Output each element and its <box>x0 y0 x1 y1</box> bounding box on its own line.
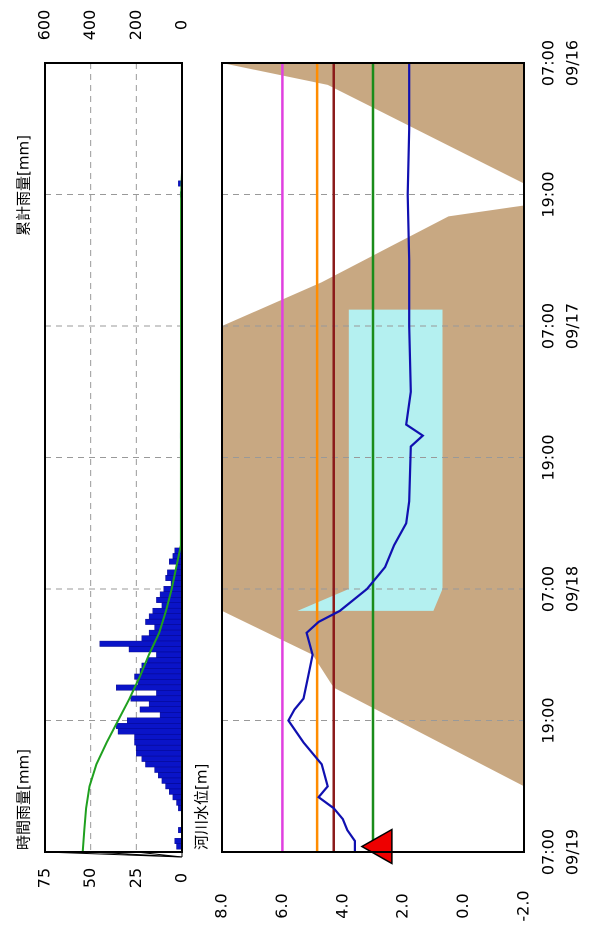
time-tick-label: 07:00 <box>539 829 558 875</box>
rainfall-bar <box>147 657 183 664</box>
rainfall-bar <box>154 766 183 773</box>
rainfall-bar <box>139 668 183 675</box>
rainfall-bar <box>134 739 183 746</box>
rainfall-bar <box>116 723 183 729</box>
rainfall-panel: 75 50 25 0 600 400 200 0 時間雨量[mm] 累計雨量[mm] <box>15 10 191 888</box>
water-level-frame <box>221 62 525 853</box>
water-level-tick-label: 8.0 <box>212 893 231 918</box>
rainfall-bar <box>161 602 183 609</box>
rainfall-bar <box>158 772 183 779</box>
rainfall-bar <box>161 777 183 784</box>
rainfall-right-tick-label: 200 <box>126 10 145 41</box>
date-tick-label: 09/16 <box>563 40 582 86</box>
water-level-tick-label: 6.0 <box>272 893 291 918</box>
time-tick-label: 19:00 <box>539 697 558 743</box>
rainfall-bar <box>148 701 183 708</box>
time-tick-label: 07:00 <box>539 303 558 349</box>
rainfall-bar <box>156 690 183 697</box>
time-tick-label: 19:00 <box>539 171 558 217</box>
rainfall-bar <box>137 679 183 686</box>
rainfall-frame <box>44 62 183 853</box>
rainfall-left-tick-label: 50 <box>80 868 99 888</box>
rainfall-bar <box>165 783 183 790</box>
water-area <box>297 309 443 611</box>
rainfall-bar <box>116 684 183 691</box>
water-level-panel: 8.0 6.0 4.0 2.0 0.0 -2.0 河川水位[m] 07:00 09/16 19:0… <box>193 40 582 922</box>
rainfall-right-tick-label: 600 <box>35 10 54 41</box>
rainfall-bar <box>154 624 183 631</box>
rainfall-bar <box>117 728 183 735</box>
rainfall-left-tick-label: 0 <box>172 873 191 883</box>
rainfall-bar <box>139 706 183 713</box>
rainfall-bar <box>169 558 183 565</box>
rainfall-bar <box>169 788 183 795</box>
rainfall-left-tick-label: 25 <box>126 868 145 888</box>
rainfall-bar <box>128 646 183 653</box>
rainfall-right-tick-label: 400 <box>80 10 99 41</box>
water-level-axis-label: 河川水位[m] <box>193 764 211 850</box>
date-tick-label: 09/18 <box>563 566 582 612</box>
rainfall-bar <box>141 662 183 669</box>
rainfall-bar <box>148 629 183 636</box>
time-tick-label: 19:00 <box>539 434 558 480</box>
rainfall-bar <box>130 695 183 702</box>
rainfall-bar <box>134 733 183 740</box>
rainfall-bar <box>174 838 183 844</box>
rainfall-bar <box>141 635 183 642</box>
time-tick-label: 07:00 <box>539 40 558 86</box>
rainfall-bar <box>141 755 183 762</box>
rainfall-tick-mark <box>90 851 183 858</box>
rainfall-bar <box>126 717 183 724</box>
rainfall-tick-mark <box>136 851 183 858</box>
rainfall-bar <box>172 794 183 801</box>
water-level-tick-label: 0.0 <box>453 893 472 918</box>
rainfall-bar <box>136 744 183 751</box>
rainfall-bar <box>136 750 183 757</box>
time-tick-label: 07:00 <box>539 566 558 612</box>
water-level-tick-label: -2.0 <box>514 890 533 921</box>
rainfall-right-axis-label: 累計雨量[mm] <box>15 135 33 236</box>
rainfall-left-axis-label: 時間雨量[mm] <box>15 749 33 850</box>
rainfall-bar <box>145 761 183 768</box>
water-level-tick-label: 2.0 <box>393 893 412 918</box>
water-level-tick-label: 4.0 <box>332 893 351 918</box>
date-tick-label: 09/17 <box>563 303 582 349</box>
rainfall-bar <box>159 712 183 718</box>
rainfall-bar <box>99 640 183 647</box>
date-tick-label: 09/19 <box>563 829 582 875</box>
rainfall-right-tick-label: 0 <box>172 20 191 30</box>
water-level-line <box>287 63 425 852</box>
rainfall-left-tick-label: 75 <box>35 868 54 888</box>
cumulative-rainfall-line <box>81 63 183 853</box>
rainfall-bar <box>156 651 183 658</box>
current-level-marker <box>360 828 393 865</box>
